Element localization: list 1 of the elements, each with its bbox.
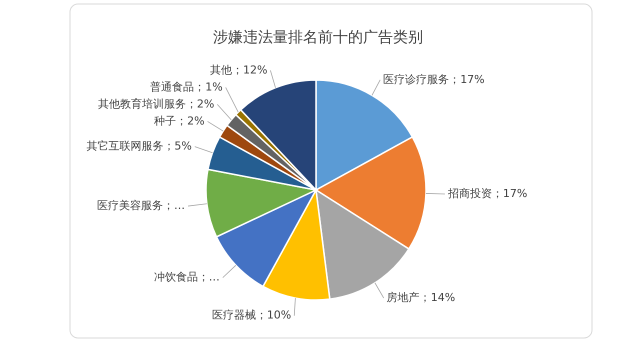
title: 涉嫌违法量排名前十的广告类别	[213, 28, 423, 46]
